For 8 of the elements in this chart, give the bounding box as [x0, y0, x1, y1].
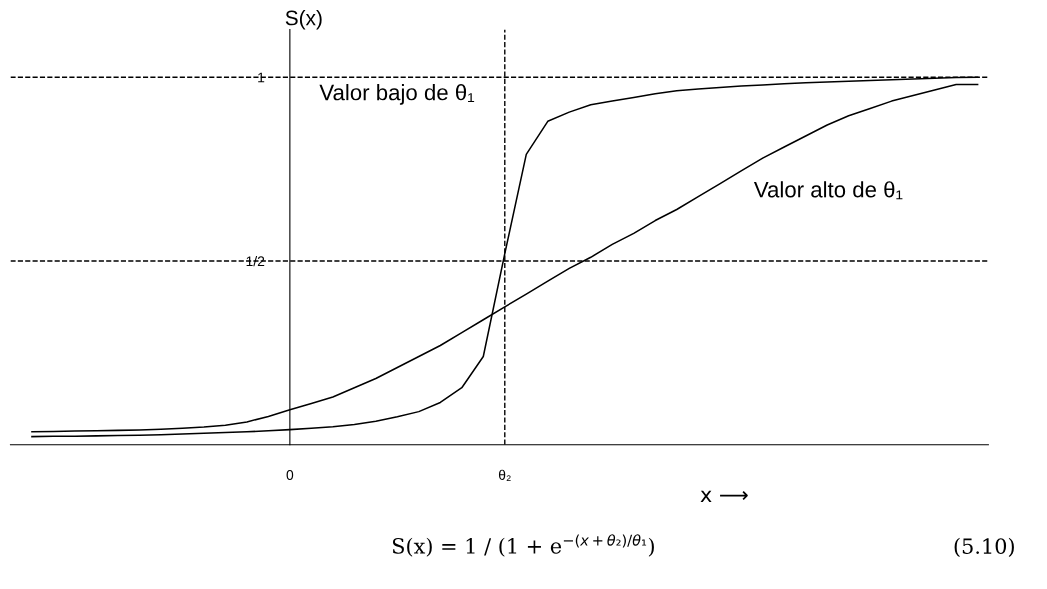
- x-tick-label: 0: [286, 470, 294, 480]
- annotation: Valor alto de θ₁: [753, 181, 903, 200]
- text: S(x) = 1 / (1 + e$^{−(x+θ₂)/θ₁}$): [392, 534, 654, 557]
- x-tick-label: θ₂: [498, 469, 511, 481]
- x-axis-title: x ⟶: [700, 490, 748, 503]
- text: (5.10): [954, 537, 1014, 557]
- annotation: Valor bajo de θ₁: [319, 84, 475, 105]
- y-axis-title: S(x): [285, 10, 322, 30]
